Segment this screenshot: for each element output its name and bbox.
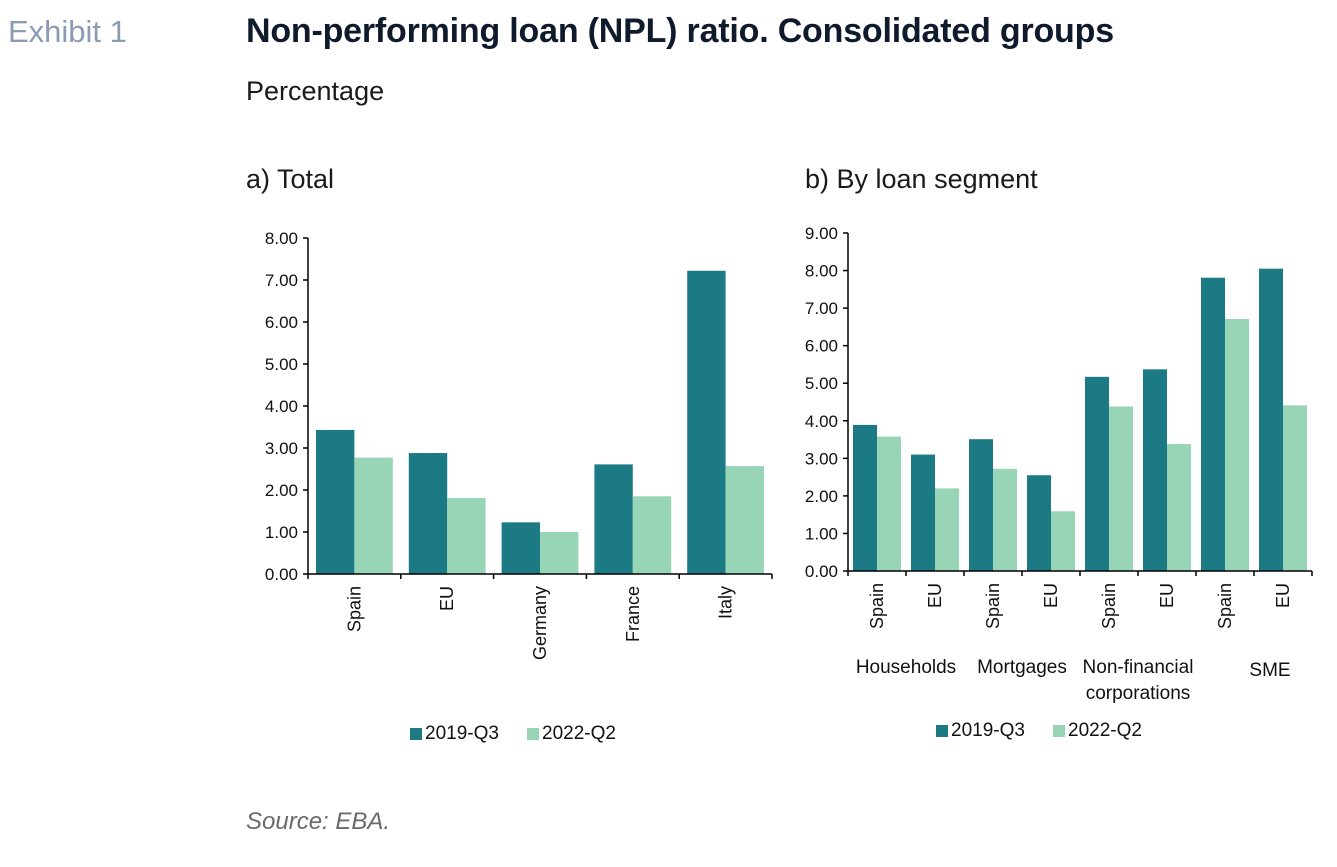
y-tick-label: 6.00 — [805, 337, 838, 356]
y-tick-label: 4.00 — [265, 397, 298, 416]
chart-subtitle: Percentage — [246, 76, 385, 106]
legend-label-2019-q3: 2019-Q3 — [951, 720, 1025, 741]
bar-2022-q2-italy — [725, 466, 764, 574]
y-tick-label: 0.00 — [805, 562, 838, 581]
bar-2019-q3-germany — [501, 522, 540, 574]
bar-2022-q2-germany — [540, 532, 579, 574]
bar-2022-q2-spain — [1225, 319, 1249, 571]
source-note: Source: EBA. — [246, 808, 391, 835]
y-tick-label: 3.00 — [265, 439, 298, 458]
legend-swatch-2022-q2 — [527, 728, 539, 740]
x-tick-label: EU — [925, 583, 945, 608]
bar-2022-q2-spain — [1109, 406, 1133, 571]
bar-2019-q3-eu — [1259, 268, 1283, 571]
group-label: corporations — [1086, 683, 1191, 704]
y-tick-label: 7.00 — [805, 299, 838, 318]
legend-label-2019-q3: 2019-Q3 — [425, 723, 499, 744]
bar-2022-q2-eu — [1167, 444, 1191, 571]
bar-2022-q2-eu — [1051, 511, 1075, 571]
bar-2019-q3-eu — [1027, 475, 1051, 571]
group-label: SME — [1249, 660, 1290, 681]
group-label: Households — [856, 657, 956, 678]
panel-b-title: b) By loan segment — [805, 164, 1038, 194]
bar-2019-q3-spain — [969, 439, 993, 571]
legend-label-2022-q2: 2022-Q2 — [1068, 720, 1142, 741]
x-tick-label: Spain — [1215, 583, 1235, 629]
y-tick-label: 5.00 — [265, 355, 298, 374]
bar-2019-q3-eu — [911, 454, 935, 571]
y-tick-label: 0.00 — [265, 565, 298, 584]
legend-swatch-2019-q3 — [410, 728, 422, 740]
bar-2022-q2-eu — [935, 488, 959, 571]
x-tick-label: Spain — [983, 583, 1003, 629]
bar-2022-q2-eu — [447, 497, 486, 574]
y-tick-label: 8.00 — [265, 229, 298, 248]
y-tick-label: 7.00 — [265, 271, 298, 290]
bar-2022-q2-spain — [877, 436, 901, 571]
x-tick-label: EU — [437, 586, 457, 611]
y-tick-label: 1.00 — [265, 523, 298, 542]
legend-label-2022-q2: 2022-Q2 — [542, 723, 616, 744]
x-tick-label: Spain — [1099, 583, 1119, 629]
chart-by-loan-segment: 0.00 1.00 2.00 3.00 4.00 5.00 6.00 7.00 8.00 9.00… — [805, 224, 1313, 741]
x-tick-label: Spain — [867, 583, 887, 629]
y-tick-label: 5.00 — [805, 374, 838, 393]
x-tick-label: Spain — [344, 586, 364, 632]
y-tick-label: 2.00 — [805, 487, 838, 506]
bar-2019-q3-spain — [316, 429, 355, 574]
legend-swatch-2022-q2 — [1053, 725, 1065, 737]
bar-2019-q3-spain — [1085, 376, 1109, 571]
x-tick-label: EU — [1273, 583, 1293, 608]
chart-title: Non-performing loan (NPL) ratio. Consoli… — [246, 12, 1114, 50]
y-tick-label: 9.00 — [805, 224, 838, 243]
group-label: Mortgages — [977, 657, 1067, 678]
y-tick-label: 3.00 — [805, 449, 838, 468]
exhibit-label: Exhibit 1 — [8, 14, 127, 49]
panel-a-title: a) Total — [246, 164, 335, 194]
group-label: Non-financial — [1083, 657, 1194, 678]
x-tick-label: EU — [1041, 583, 1061, 608]
y-tick-label: 6.00 — [265, 313, 298, 332]
bar-2022-q2-eu — [1283, 405, 1307, 571]
bar-2022-q2-france — [632, 496, 672, 574]
bar-2019-q3-eu — [408, 453, 448, 574]
y-tick-label: 4.00 — [805, 412, 838, 431]
x-tick-label: Italy — [716, 586, 736, 619]
bar-2019-q3-italy — [687, 270, 726, 574]
bar-2022-q2-spain — [354, 457, 393, 574]
y-tick-label: 2.00 — [265, 481, 298, 500]
y-tick-label: 8.00 — [805, 262, 838, 281]
y-tick-label: 1.00 — [805, 524, 838, 543]
bar-2019-q3-spain — [853, 424, 877, 571]
x-tick-label: EU — [1157, 583, 1177, 608]
x-tick-label: Germany — [530, 586, 550, 660]
bar-2019-q3-eu — [1143, 369, 1167, 571]
legend-swatch-2019-q3 — [936, 725, 948, 737]
x-tick-label: France — [623, 586, 643, 642]
chart-total: 0.00 1.00 2.00 3.00 4.00 5.00 6.00 7.00 8.00 Spai… — [265, 229, 773, 744]
bar-2019-q3-spain — [1201, 277, 1225, 571]
bar-2022-q2-spain — [993, 468, 1017, 571]
bar-2019-q3-france — [594, 464, 633, 574]
